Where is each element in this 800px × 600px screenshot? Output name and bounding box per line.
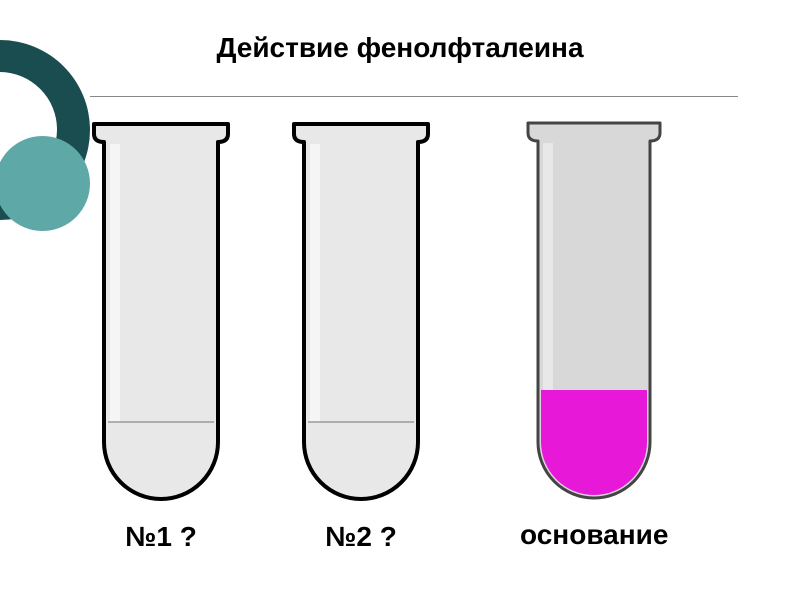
tube-highlight [310, 144, 320, 444]
tube-highlight [110, 144, 120, 444]
tube-label-1: №1 ? [125, 521, 197, 553]
test-tube-2 [290, 120, 432, 503]
page-title: Действие фенолфталеина [216, 32, 583, 64]
tube-liquid [541, 390, 647, 495]
test-tube-3 [525, 120, 663, 501]
tube-label-3: основание [520, 519, 668, 551]
tube-group-1: №1 ? [90, 120, 232, 553]
test-tube-1 [90, 120, 232, 503]
decorative-circles [0, 40, 90, 220]
title-divider [90, 96, 738, 97]
tube-group-3: основание [520, 120, 668, 551]
tube-label-2: №2 ? [325, 521, 397, 553]
tube-group-2: №2 ? [290, 120, 432, 553]
circle-inner [0, 136, 90, 231]
